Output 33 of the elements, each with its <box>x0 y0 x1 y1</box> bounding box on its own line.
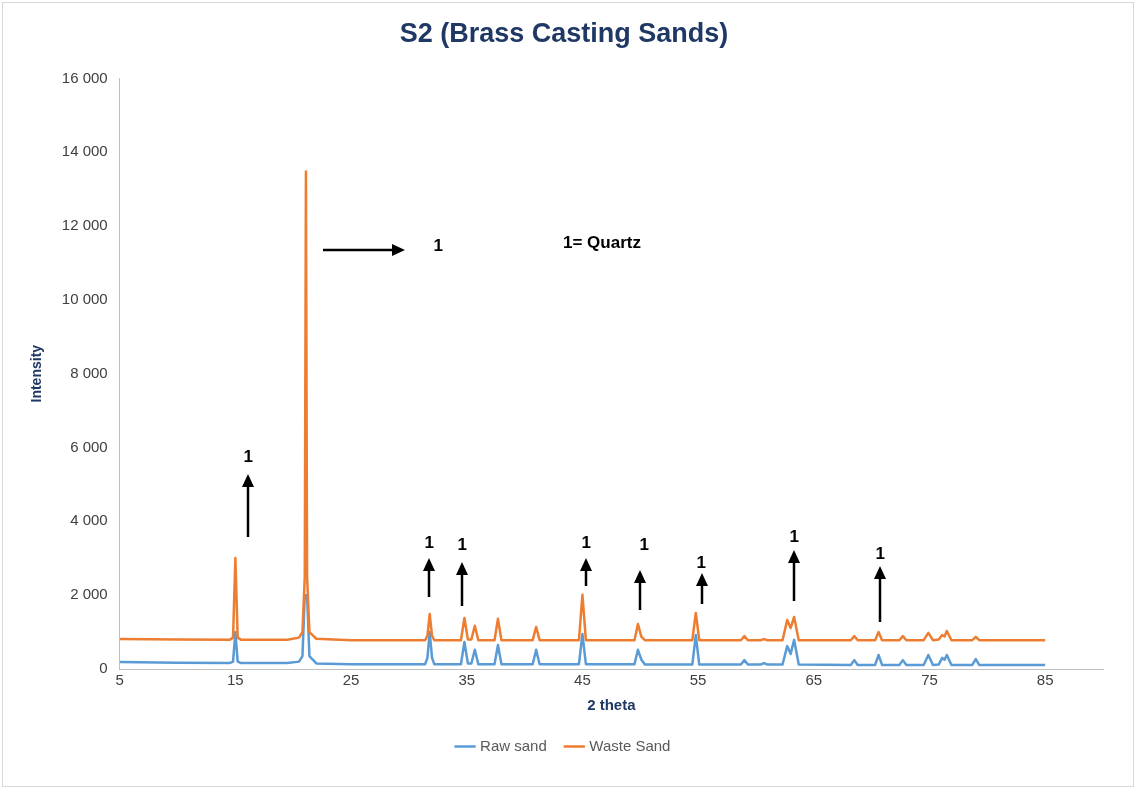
x-tick-label: 85 <box>1036 671 1054 689</box>
annotation: 1 <box>581 533 591 553</box>
legend-label: Raw sand <box>480 736 547 754</box>
x-tick-label: 65 <box>805 671 823 689</box>
annotation: 1 <box>696 553 706 573</box>
annotation: 1 <box>457 535 467 555</box>
x-tick-label: 75 <box>921 671 938 689</box>
x-axis-title: 2 theta <box>587 696 637 714</box>
y-tick-label: 16 000 <box>61 68 108 86</box>
y-tick-label: 2 000 <box>70 585 108 603</box>
y-tick-label: 14 000 <box>61 142 108 160</box>
y-tick-label: 10 000 <box>61 290 108 308</box>
x-tick-label: 15 <box>227 671 244 689</box>
y-axis-title: Intensity <box>28 344 45 403</box>
x-tick-label: 5 <box>115 671 124 689</box>
y-tick-label: 6 000 <box>70 437 108 455</box>
annotation: 1 <box>243 447 253 467</box>
chart-title: S2 (Brass Casting Sands) <box>399 17 729 48</box>
x-tick-label: 55 <box>689 671 707 689</box>
annotation: 1 <box>424 533 434 553</box>
y-tick-label: 0 <box>99 659 108 677</box>
annotation: 1= Quartz <box>563 233 641 253</box>
annotation: 1 <box>789 527 799 547</box>
y-tick-label: 12 000 <box>61 216 108 234</box>
x-tick-label: 35 <box>458 671 476 689</box>
y-tick-label: 4 000 <box>70 511 108 529</box>
x-tick-label: 45 <box>574 671 591 689</box>
annotation: 1 <box>639 535 649 555</box>
x-tick-label: 25 <box>342 671 360 689</box>
y-tick-label: 8 000 <box>70 363 108 381</box>
annotation: 1 <box>433 236 443 256</box>
annotation: 1 <box>875 544 885 564</box>
legend-label: Waste Sand <box>589 736 671 754</box>
